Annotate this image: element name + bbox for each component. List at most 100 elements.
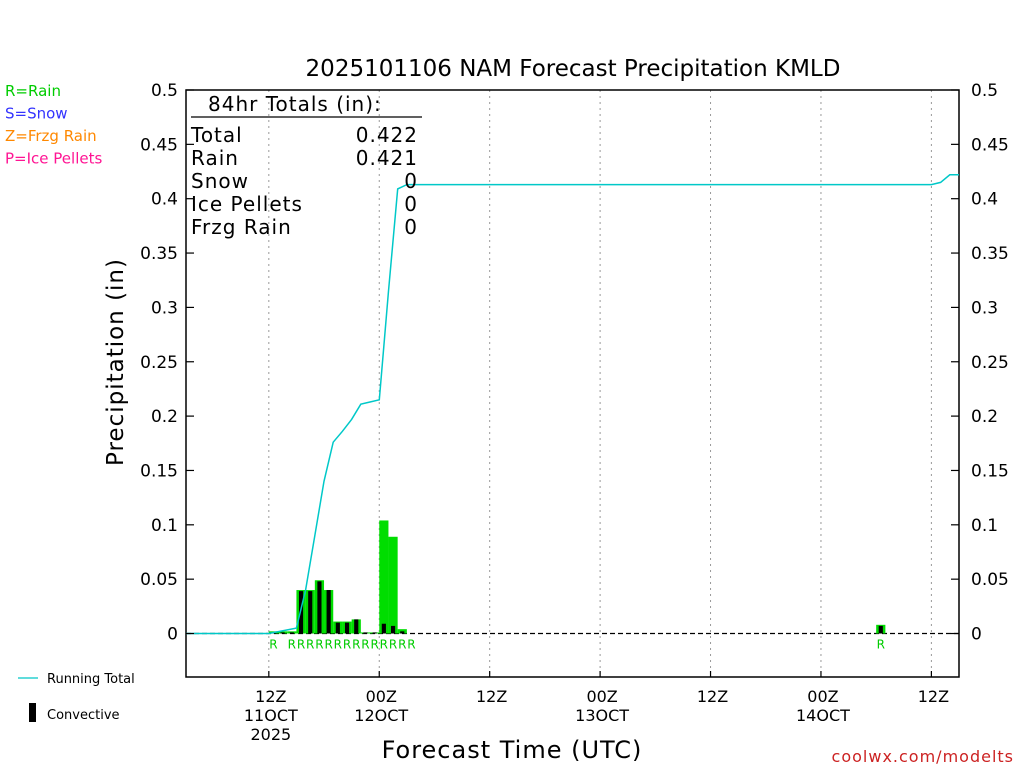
totals-row-value: 0.422	[356, 123, 418, 147]
x-tick-label: 00Z	[586, 687, 617, 706]
totals-row-value: 0	[404, 169, 418, 193]
convective-legend-swatch	[29, 703, 36, 722]
y-tick-label-left: 0.45	[140, 135, 178, 155]
ptype-label: R	[269, 638, 277, 652]
x-tick-label: 2025	[250, 725, 291, 744]
convective-bar	[372, 632, 377, 634]
ptype-label: R	[389, 638, 397, 652]
convective-bar	[308, 591, 313, 634]
y-tick-label-left: 0.25	[140, 353, 178, 373]
y-tick-label-right: 0.3	[971, 298, 998, 318]
ptype-legend-item: S=Snow	[5, 105, 68, 123]
chart-title: 2025101106 NAM Forecast Precipitation KM…	[306, 56, 841, 82]
ptype-label: R	[297, 638, 305, 652]
y-tick-label-left: 0.35	[140, 244, 178, 264]
y-tick-label-right: 0.15	[971, 461, 1009, 481]
totals-row-value: 0	[404, 215, 418, 239]
credit-text: coolwx.com/modelts	[832, 747, 1014, 766]
convective-bar	[344, 622, 350, 634]
totals-row-label: Rain	[191, 146, 239, 170]
gridlines	[268, 90, 932, 677]
y-axis-left: 0.5 0.45 0.4 0.35 0.3 0.25 0.2 0.15 0.1 0.05 0	[140, 81, 194, 645]
totals-row-label: Frzg Rain	[191, 215, 292, 239]
running-total-line	[186, 174, 959, 635]
convective-bar	[400, 631, 405, 634]
convective-bar	[326, 590, 331, 634]
precip-bars	[268, 520, 886, 634]
ptype-label: R	[361, 638, 369, 652]
ptype-label: R	[324, 638, 332, 652]
y-tick-label-right: 0.4	[971, 190, 998, 210]
ptype-label: R	[877, 638, 885, 652]
convective-bar	[298, 591, 304, 634]
rain-bar	[388, 536, 398, 634]
totals-row-value: 0	[404, 192, 418, 216]
ptype-legend: R=Rain S=Snow Z=Frzg Rain P=Ice Pellets	[5, 82, 102, 168]
plot-frame	[185, 89, 960, 678]
ptype-legend-item: R=Rain	[5, 82, 61, 100]
ptype-label: R	[343, 638, 351, 652]
y-tick-label-right: 0.05	[971, 570, 1009, 590]
x-tick-label: 00Z	[807, 687, 838, 706]
y-tick-label-left: 0.3	[151, 298, 178, 318]
ptype-label: R	[380, 638, 388, 652]
x-tick-label: 14OCT	[796, 706, 850, 725]
y-axis-right: 0.5 0.45 0.4 0.35 0.3 0.25 0.2 0.15 0.1 0.05 0	[951, 81, 1009, 645]
ptype-label: R	[407, 638, 415, 652]
x-tick-label: 12OCT	[354, 706, 408, 725]
ptype-label: R	[315, 638, 323, 652]
y-tick-label-right: 0.25	[971, 353, 1009, 373]
y-tick-label-right: 0.35	[971, 244, 1009, 264]
convective-bar	[335, 622, 340, 634]
y-tick-label-left: 0.4	[151, 190, 178, 210]
convective-bar	[381, 623, 386, 634]
ptype-legend-item: Z=Frzg Rain	[5, 127, 97, 145]
totals-header: 84hr Totals (in):	[208, 92, 382, 116]
ptype-label: R	[334, 638, 342, 652]
y-tick-label-left: 0.1	[151, 516, 178, 536]
x-tick-label: 12Z	[918, 687, 949, 706]
convective-bar	[390, 625, 396, 634]
convective-bar	[280, 632, 285, 634]
totals-row-label: Total	[190, 123, 243, 147]
y-axis-title: Precipitation (in)	[103, 258, 129, 466]
totals-box: 84hr Totals (in): Total 0.422 Rain 0.421 Sno…	[190, 92, 422, 239]
totals-row-label: Snow	[191, 169, 249, 193]
x-tick-label: 00Z	[366, 687, 397, 706]
x-tick-label: 12Z	[255, 687, 286, 706]
x-tick-label: 13OCT	[575, 706, 629, 725]
convective-bar	[878, 625, 883, 634]
y-tick-label-left: 0.15	[140, 461, 178, 481]
convective-bar	[354, 619, 359, 634]
convective-legend-label: Convective	[47, 708, 120, 723]
ptype-label: R	[352, 638, 360, 652]
ptype-legend-item: P=Ice Pellets	[5, 150, 102, 168]
y-tick-label-left: 0.05	[140, 570, 178, 590]
y-tick-label-right: 0	[971, 625, 982, 645]
ptype-label: R	[288, 638, 296, 652]
running-total-legend-label: Running Total	[47, 672, 135, 687]
totals-row-value: 0.421	[356, 146, 418, 170]
totals-row-label: Ice Pellets	[191, 192, 303, 216]
y-tick-label-left: 0.5	[151, 81, 178, 101]
y-tick-label-right: 0.5	[971, 81, 998, 101]
rain-bar	[379, 520, 389, 634]
ptype-label: R	[370, 638, 378, 652]
series-legend: Running Total Convective	[18, 672, 135, 723]
x-tick-label: 12Z	[476, 687, 507, 706]
ptype-label: R	[306, 638, 314, 652]
x-tick-label: 12Z	[697, 687, 728, 706]
convective-bar	[289, 632, 294, 634]
x-axis-title: Forecast Time (UTC)	[382, 736, 643, 764]
y-tick-label-right: 0.45	[971, 135, 1009, 155]
x-tick-label: 11OCT	[244, 706, 298, 725]
y-tick-label-left: 0	[167, 625, 178, 645]
convective-bar	[363, 632, 368, 634]
y-tick-label-left: 0.2	[151, 407, 178, 427]
y-tick-label-right: 0.1	[971, 516, 998, 536]
convective-bar	[317, 581, 322, 634]
totals-rows: Total 0.422 Rain 0.421 Snow 0 Ice Pellets 0 Frzg…	[190, 123, 418, 239]
